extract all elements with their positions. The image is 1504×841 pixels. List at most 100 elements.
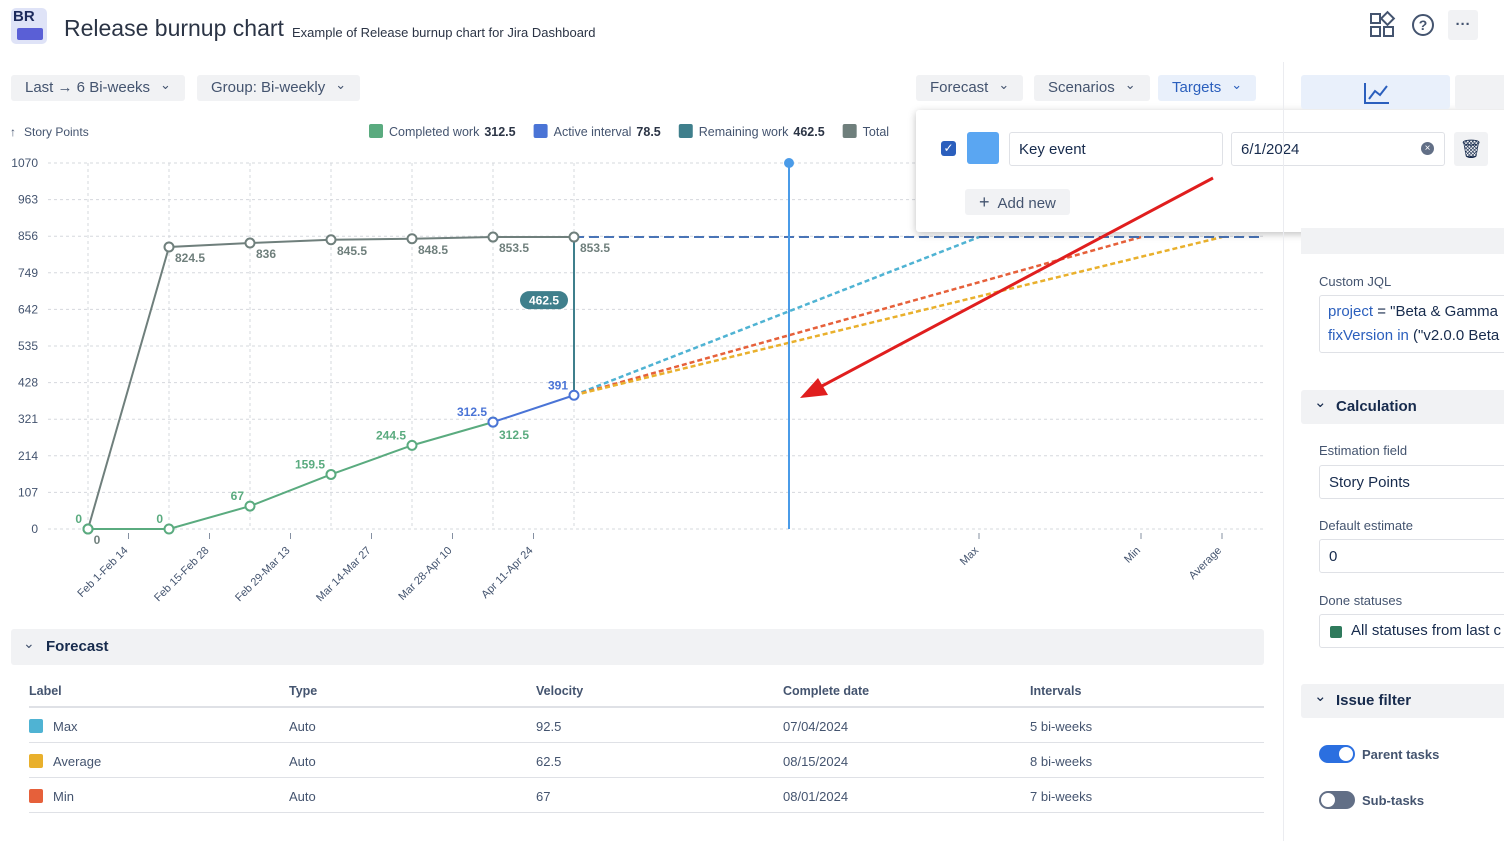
table-cell: 67 bbox=[536, 789, 551, 804]
jql-label: Custom JQL bbox=[1319, 274, 1392, 289]
row-swatch bbox=[29, 754, 43, 768]
forecast-axis-label: Min bbox=[1122, 545, 1143, 566]
forecast-panel-header[interactable]: ⌄ Forecast bbox=[11, 629, 1264, 665]
data-point bbox=[406, 233, 418, 245]
data-point bbox=[568, 389, 580, 401]
data-label: 0 bbox=[156, 512, 163, 526]
series-line bbox=[492, 394, 575, 424]
row-swatch bbox=[29, 789, 43, 803]
row-rule bbox=[29, 812, 1264, 813]
checkbox[interactable]: ✓ bbox=[941, 141, 956, 156]
column-header: Velocity bbox=[536, 684, 584, 698]
legend-swatch bbox=[842, 124, 857, 138]
table-cell: Auto bbox=[289, 719, 316, 734]
forecast-line bbox=[573, 235, 1142, 397]
table-cell: Min bbox=[53, 789, 74, 804]
jql-input[interactable]: project = "Beta & Gamma fixVersion in ("… bbox=[1319, 295, 1504, 353]
remaining-badge-text: 462.5 bbox=[529, 294, 559, 308]
table-cell: Max bbox=[53, 719, 78, 734]
legend-label: Remaining work bbox=[699, 125, 789, 139]
data-point bbox=[568, 231, 580, 243]
sidebar-block bbox=[1301, 228, 1504, 254]
remaining-badge bbox=[520, 291, 568, 310]
table-cell: 62.5 bbox=[536, 754, 562, 769]
data-label: 159.5 bbox=[295, 457, 325, 471]
data-label: 391 bbox=[548, 378, 568, 392]
event-name-input[interactable]: Key event bbox=[1009, 132, 1223, 166]
x-tick-label: Feb 29-Mar 13 bbox=[233, 545, 293, 605]
table-cell: 08/15/2024 bbox=[783, 754, 849, 769]
y-axis-label: Story Points bbox=[24, 125, 89, 139]
group-button[interactable]: Group: Bi-weekly bbox=[197, 75, 361, 101]
range-button[interactable]: Last → 6 Bi-weeks bbox=[11, 75, 185, 101]
data-label: 67 bbox=[231, 489, 245, 503]
table-cell: Auto bbox=[289, 789, 316, 804]
y-tick-label: 963 bbox=[18, 193, 38, 207]
parent-toggle[interactable] bbox=[1319, 745, 1355, 763]
add-new-text: Add new bbox=[997, 195, 1056, 212]
issue-filter-section[interactable]: Issue filter bbox=[1301, 680, 1504, 718]
delete-button[interactable]: 🗑 bbox=[1454, 132, 1488, 166]
parent-label: Parent tasks bbox=[1362, 747, 1440, 762]
data-point bbox=[487, 416, 499, 428]
column-header: Type bbox=[289, 684, 318, 698]
forecast-button[interactable]: Forecast bbox=[916, 75, 1024, 101]
legend-swatch bbox=[369, 124, 383, 138]
header-rule bbox=[29, 706, 1264, 708]
scenarios-button[interactable]: Scenarios bbox=[1034, 75, 1150, 101]
jql-keyword: project bbox=[1328, 303, 1374, 320]
y-tick-label: 856 bbox=[18, 229, 38, 243]
jql-text: = "Beta & Gamma bbox=[1377, 303, 1498, 320]
table-cell: 7 bi-weeks bbox=[1030, 789, 1093, 804]
data-label: 853.5 bbox=[580, 241, 610, 255]
add-new-button[interactable]: + Add new bbox=[965, 189, 1070, 215]
clear-date[interactable]: × bbox=[1421, 142, 1434, 155]
x-tick-label: Feb 15-Feb 28 bbox=[152, 545, 212, 605]
data-label: 848.5 bbox=[418, 243, 448, 257]
sub-label: Sub-tasks bbox=[1362, 793, 1425, 808]
data-label: 836 bbox=[256, 247, 276, 261]
data-label: 824.5 bbox=[175, 251, 205, 265]
targets-button[interactable]: Targets bbox=[1158, 75, 1257, 101]
color-swatch[interactable] bbox=[967, 132, 999, 164]
data-point bbox=[82, 523, 94, 535]
legend-swatch bbox=[533, 124, 548, 138]
key-event-dot bbox=[784, 158, 794, 168]
calculation-section[interactable]: Calculation bbox=[1301, 386, 1504, 424]
forecast-panel-title: Forecast bbox=[46, 638, 109, 655]
legend-value: 312.5 bbox=[484, 125, 515, 139]
y-tick-label: 1070 bbox=[11, 156, 38, 170]
done-value: All statuses from last c bbox=[1351, 622, 1502, 639]
logo-shape bbox=[17, 28, 43, 40]
x-tick-label: Mar 14-Mar 27 bbox=[314, 545, 373, 604]
data-point bbox=[163, 523, 175, 535]
data-point bbox=[487, 231, 499, 243]
data-label: 312.5 bbox=[499, 428, 529, 442]
sub-toggle[interactable] bbox=[1319, 791, 1355, 809]
y-tick-label: 0 bbox=[31, 522, 38, 536]
estimation-select[interactable]: Story Points bbox=[1319, 465, 1504, 499]
svg-text:···: ··· bbox=[1456, 16, 1471, 33]
header-icons[interactable]: ? ··· bbox=[1366, 10, 1491, 42]
column-header: Intervals bbox=[1030, 684, 1082, 698]
default-input[interactable]: 0 bbox=[1319, 539, 1504, 573]
y-axis-arrow: ↑ bbox=[10, 125, 16, 139]
done-label: Done statuses bbox=[1319, 593, 1403, 608]
legend-value: 462.5 bbox=[793, 125, 824, 139]
table-cell: 08/01/2024 bbox=[783, 789, 849, 804]
table-cell: 92.5 bbox=[536, 719, 562, 734]
settings-tab[interactable] bbox=[1455, 75, 1504, 109]
data-label: 244.5 bbox=[376, 428, 406, 442]
estimation-label: Estimation field bbox=[1319, 443, 1408, 458]
chart-tab[interactable] bbox=[1301, 75, 1450, 109]
y-tick-label: 535 bbox=[18, 339, 38, 353]
svg-text:?: ? bbox=[1419, 17, 1428, 33]
logo: BR bbox=[11, 8, 47, 44]
event-date-input[interactable]: 6/1/2024 bbox=[1231, 132, 1445, 166]
legend-label: Completed work bbox=[389, 125, 480, 139]
forecast-line bbox=[573, 235, 1223, 397]
done-select[interactable]: All statuses from last c bbox=[1319, 614, 1504, 648]
y-tick-label: 321 bbox=[18, 412, 38, 426]
data-label: 853.5 bbox=[499, 241, 529, 255]
